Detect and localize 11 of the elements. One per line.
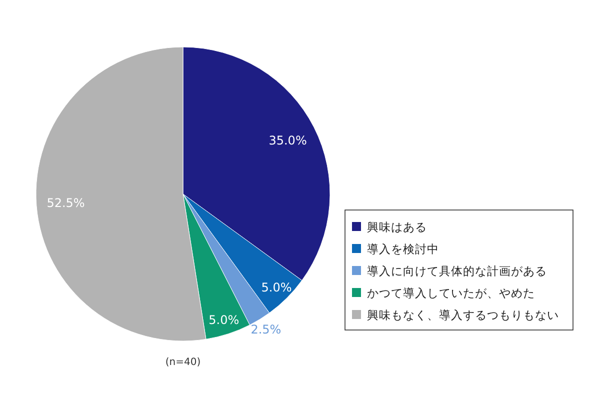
legend-label: 導入を検討中 [367, 242, 439, 256]
legend-label: かつて導入していたが、やめた [367, 286, 535, 300]
data-label: 5.0% [261, 280, 292, 295]
legend-label: 興味もなく、導入するつもりもない [367, 308, 559, 322]
data-label: 2.5% [250, 322, 282, 336]
data-label: 35.0% [268, 134, 307, 148]
data-label: 5.0% [208, 312, 240, 327]
legend-label: 興味はある [367, 220, 427, 234]
data-label: 52.5% [46, 196, 85, 210]
legend-label: 導入に向けて具体的な計画がある [367, 264, 547, 278]
text: (n=40) [165, 357, 201, 368]
